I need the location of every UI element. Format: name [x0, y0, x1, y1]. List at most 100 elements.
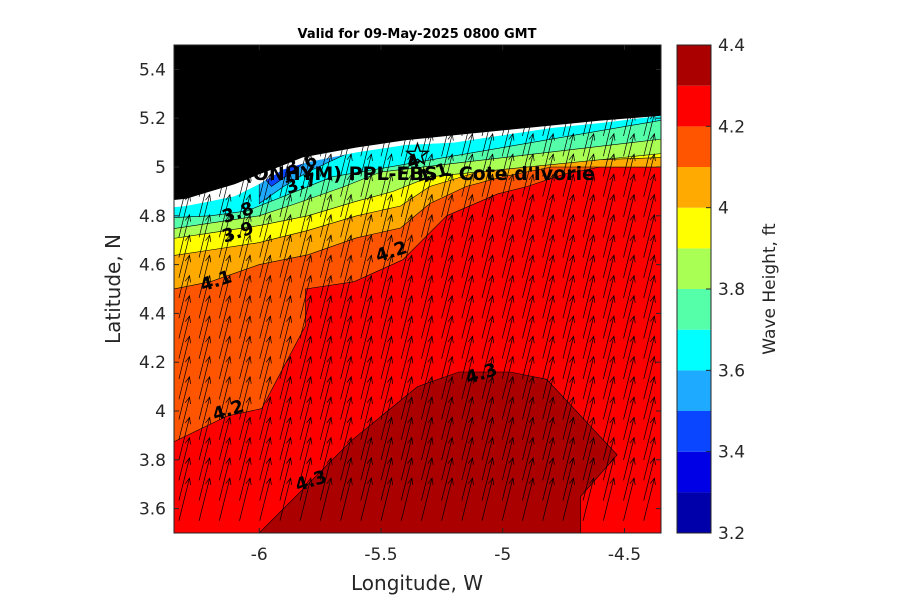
direction-arrow — [501, 355, 515, 400]
direction-arrow — [279, 213, 293, 258]
direction-arrow — [400, 274, 414, 319]
direction-arrow — [421, 375, 434, 420]
direction-arrow — [562, 315, 575, 359]
direction-arrow — [623, 375, 636, 420]
direction-arrow — [259, 254, 272, 299]
direction-arrow — [602, 294, 616, 339]
direction-arrow — [643, 213, 656, 258]
direction-arrow — [461, 92, 474, 137]
direction-arrow — [239, 396, 252, 440]
direction-arrow — [218, 213, 232, 258]
direction-arrow — [299, 396, 313, 440]
direction-arrow — [218, 112, 232, 157]
direction-arrow — [623, 234, 636, 278]
direction-arrow — [178, 153, 191, 197]
colorbar-tick-label: 3.2 — [718, 524, 745, 544]
direction-arrow — [643, 153, 656, 197]
direction-arrow — [360, 213, 373, 258]
direction-arrow — [380, 173, 394, 218]
direction-arrow — [239, 234, 252, 278]
direction-arrow — [259, 375, 272, 420]
direction-arrow — [602, 234, 616, 278]
direction-arrow — [400, 355, 414, 400]
direction-arrow — [360, 294, 373, 339]
direction-arrow — [441, 416, 454, 461]
direction-arrow — [340, 335, 353, 380]
direction-arrow — [340, 436, 353, 481]
direction-arrow — [239, 173, 252, 218]
direction-arrow — [562, 72, 575, 116]
direction-arrow — [380, 294, 394, 339]
direction-arrow — [400, 294, 414, 339]
direction-arrow — [481, 315, 495, 359]
direction-arrow — [501, 132, 515, 177]
y-tick-label: 4.8 — [139, 207, 166, 227]
direction-arrow — [299, 294, 313, 339]
direction-arrow — [643, 274, 656, 319]
direction-arrow — [259, 396, 272, 440]
direction-arrow — [501, 315, 515, 359]
direction-arrow — [279, 396, 293, 440]
direction-arrow — [582, 132, 596, 177]
direction-arrow — [481, 274, 495, 319]
direction-arrow — [400, 457, 414, 501]
direction-arrow — [340, 254, 353, 299]
y-axis: 3.6 3.8 4 4.2 4.4 4.6 4.8 5 5.2 5.4 — [139, 60, 661, 520]
direction-arrow — [239, 213, 252, 258]
direction-arrow — [380, 355, 394, 400]
direction-arrow — [239, 112, 252, 157]
direction-arrow — [340, 153, 353, 197]
direction-arrow — [259, 436, 272, 481]
land-mask — [174, 45, 661, 208]
direction-arrow — [218, 416, 232, 461]
direction-arrow — [380, 92, 394, 137]
colorbar-swatch — [677, 289, 711, 330]
direction-arrow — [198, 294, 212, 339]
direction-arrow — [501, 375, 515, 420]
y-tick-label: 5.2 — [139, 109, 166, 129]
direction-arrow — [400, 92, 414, 137]
direction-arrow — [542, 112, 555, 157]
direction-arrow — [360, 416, 373, 461]
direction-arrow — [522, 315, 535, 359]
direction-arrow — [421, 173, 434, 218]
direction-arrow — [461, 132, 474, 177]
direction-arrow — [542, 416, 555, 461]
direction-arrow — [259, 173, 272, 218]
direction-arrow — [582, 396, 596, 440]
direction-arrow — [279, 315, 293, 359]
direction-arrow — [562, 355, 575, 400]
direction-arrow — [582, 234, 596, 278]
direction-arrow — [643, 92, 656, 137]
direction-arrow — [421, 254, 434, 299]
colorbar-title: Wave Height, ft — [760, 223, 780, 355]
direction-arrow — [602, 254, 616, 299]
direction-arrow — [178, 92, 191, 137]
direction-arrow — [481, 234, 495, 278]
direction-arrow — [623, 355, 636, 400]
direction-arrow — [279, 294, 293, 339]
direction-arrow — [259, 153, 272, 197]
direction-arrow — [421, 193, 434, 238]
direction-arrow — [643, 457, 656, 501]
direction-arrow — [501, 234, 515, 278]
y-tick-label: 5.4 — [139, 60, 166, 80]
direction-arrow — [643, 396, 656, 440]
direction-arrow — [582, 294, 596, 339]
direction-arrow — [481, 335, 495, 380]
direction-arrow — [421, 92, 434, 137]
direction-arrow — [218, 193, 232, 238]
direction-arrow — [319, 193, 333, 238]
direction-arrow — [178, 315, 191, 359]
direction-arrow — [542, 254, 555, 299]
star-icon — [404, 141, 431, 166]
direction-arrow — [522, 193, 535, 238]
direction-arrow — [522, 153, 535, 197]
direction-arrow — [643, 315, 656, 359]
direction-arrow — [299, 173, 313, 218]
direction-arrow — [421, 396, 434, 440]
direction-arrow — [441, 335, 454, 380]
colorbar: 3.2 3.4 3.6 3.8 4 4.2 4.4 — [676, 36, 745, 544]
direction-arrow — [623, 72, 636, 116]
direction-arrow — [602, 375, 616, 420]
